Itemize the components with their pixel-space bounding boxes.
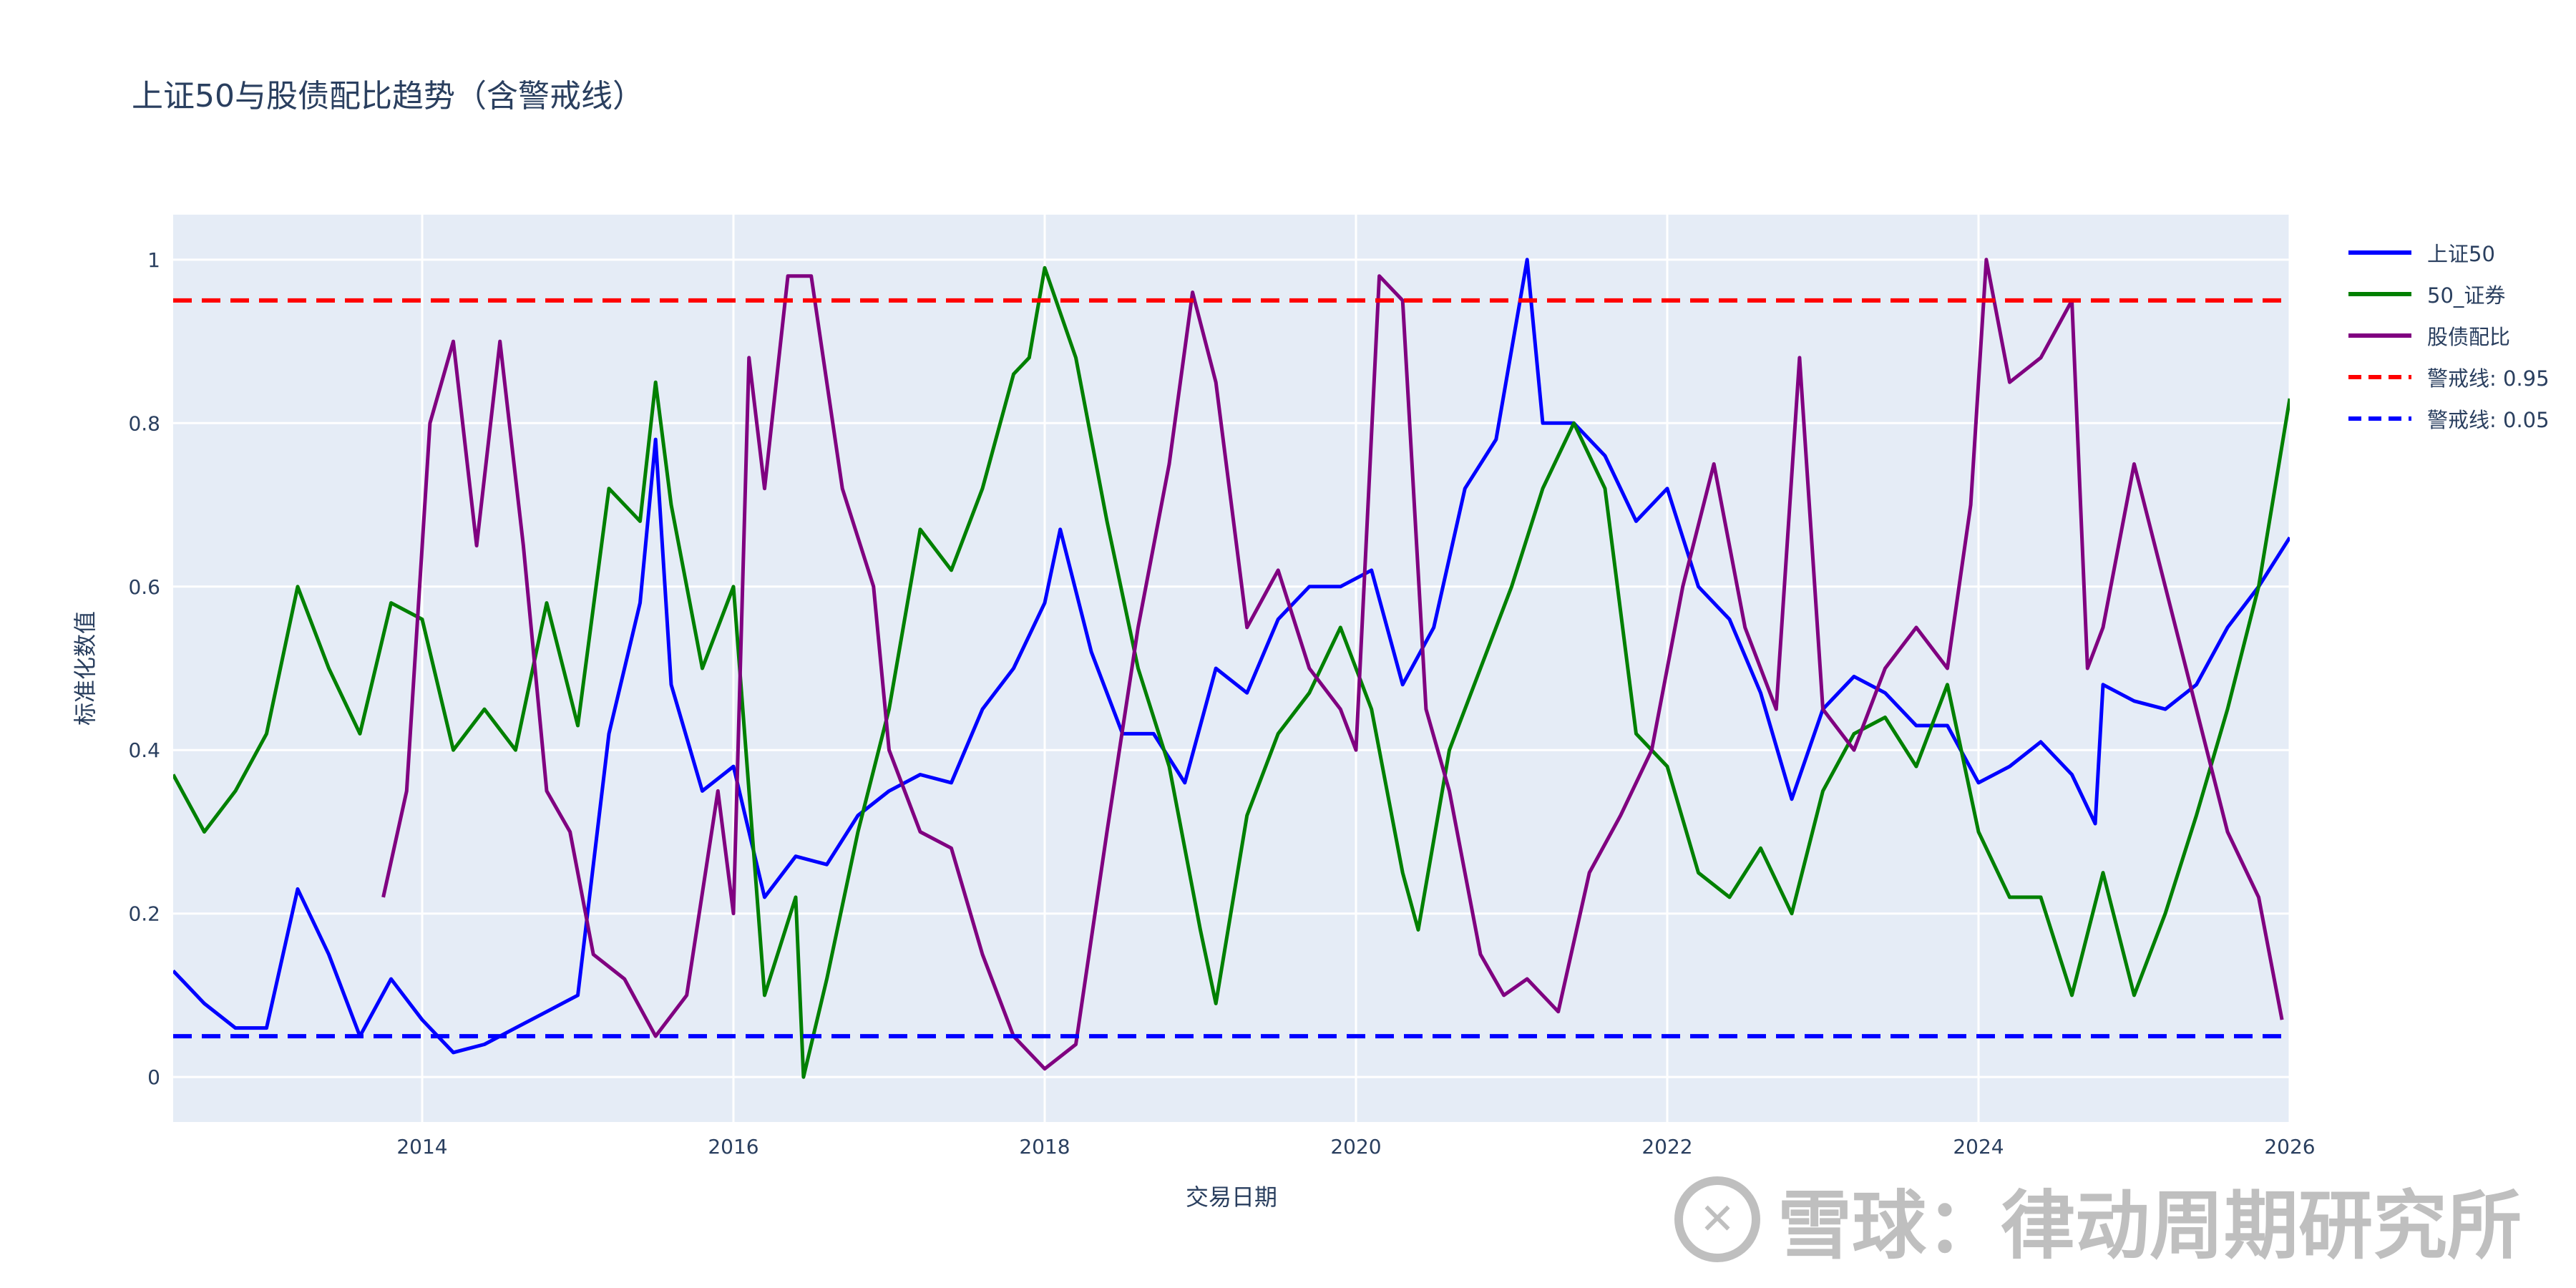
legend-label: 警戒线: 0.95	[2427, 366, 2550, 391]
legend-swatch	[2348, 333, 2411, 338]
legend-label: 50_证券	[2427, 283, 2506, 308]
legend-label: 股债配比	[2427, 325, 2511, 349]
legend-item[interactable]: 股债配比	[2346, 315, 2550, 356]
plot-background	[173, 215, 2290, 1122]
x-axis-label: 交易日期	[1186, 1184, 1277, 1211]
y-tick-label: 0.6	[128, 575, 160, 599]
x-tick-label: 2026	[2264, 1135, 2315, 1158]
series-line-1	[173, 265, 2290, 1079]
x-tick-label: 2022	[1641, 1135, 1692, 1158]
legend-label: 警戒线: 0.05	[2427, 408, 2550, 432]
legend-swatch	[2348, 416, 2411, 421]
chart-title: 上证50与股债配比趋势（含警戒线）	[132, 78, 644, 114]
legend-swatch	[2348, 375, 2411, 379]
legend-item[interactable]: 上证50	[2346, 232, 2550, 273]
x-tick-label: 2018	[1019, 1135, 1070, 1158]
y-tick-label: 1	[147, 248, 160, 272]
legend-label: 上证50	[2427, 242, 2495, 266]
legend-item[interactable]: 50_证券	[2346, 273, 2550, 315]
legend[interactable]: 上证50 50_证券股债配比警戒线: 0.95 警戒线: 0.05	[2346, 232, 2550, 439]
legend-item[interactable]: 警戒线: 0.95	[2346, 356, 2550, 398]
series-line-0	[173, 258, 2290, 1055]
y-tick-label: 0	[147, 1065, 160, 1089]
legend-swatch	[2348, 292, 2411, 296]
y-tick-label: 0.2	[128, 902, 160, 926]
y-tick-label: 0.4	[128, 738, 160, 762]
xueqiu-logo-icon: ✕	[1674, 1176, 1760, 1262]
y-tick-label: 0.8	[128, 411, 160, 435]
x-tick-label: 2020	[1330, 1135, 1381, 1158]
x-tick-label: 2024	[1953, 1135, 2004, 1158]
watermark-text: 雪球：律动周期研究所	[1777, 1182, 2522, 1269]
x-tick-label: 2016	[708, 1135, 758, 1158]
y-axis-label: 标准化数值	[72, 611, 99, 726]
x-tick-label: 2014	[396, 1135, 447, 1158]
watermark: ✕ 雪球：律动周期研究所	[1674, 1165, 2522, 1273]
legend-item[interactable]: 警戒线: 0.05	[2346, 398, 2550, 439]
series-line-2	[381, 258, 2284, 1071]
legend-swatch	[2348, 250, 2411, 255]
